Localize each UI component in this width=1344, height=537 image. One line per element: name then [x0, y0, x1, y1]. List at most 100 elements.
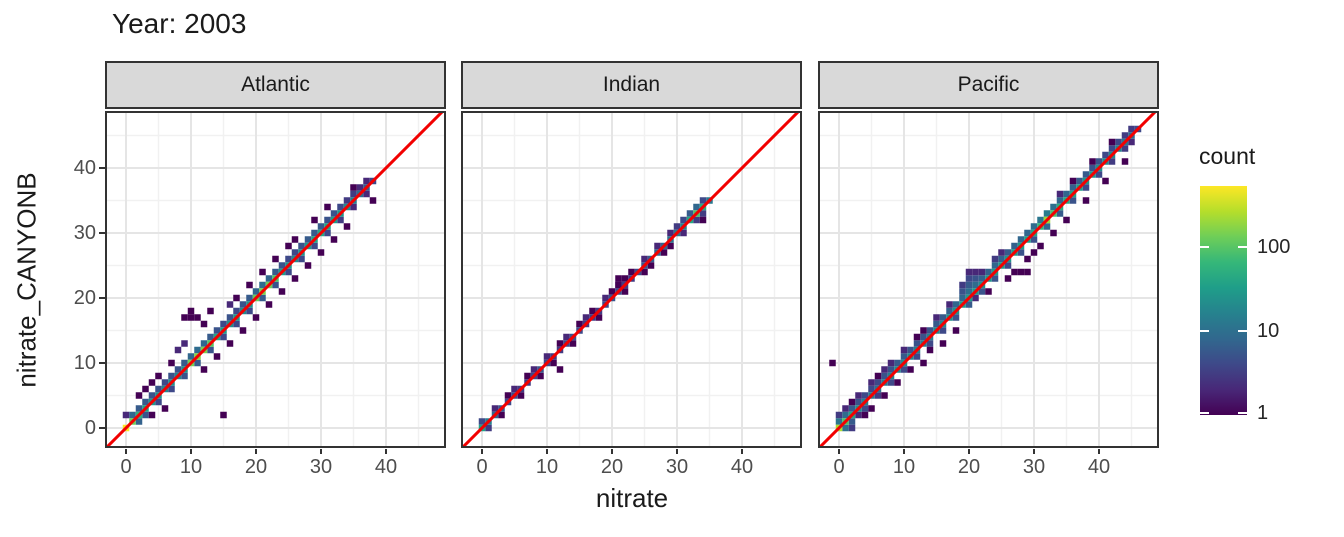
bin-rect — [1069, 197, 1077, 204]
bin-rect — [135, 392, 143, 399]
bin-rect — [959, 281, 966, 289]
x-axis-tick — [190, 449, 192, 454]
colorbar-tick — [1238, 412, 1247, 414]
bin-rect — [913, 333, 921, 341]
bin-rect — [129, 411, 136, 419]
x-axis-tick — [385, 449, 387, 454]
colorbar-tick — [1200, 329, 1209, 332]
bin-rect — [874, 392, 882, 399]
bin-rect — [939, 314, 947, 321]
identity-reference-line — [105, 111, 446, 448]
x-axis-tick — [320, 449, 322, 454]
bin-rect — [1063, 190, 1070, 198]
bin-rect — [1004, 275, 1012, 282]
bin-rect — [855, 392, 862, 399]
bin-rect — [161, 405, 169, 412]
x-tick-label: 0 — [476, 456, 488, 478]
bin-rect — [907, 366, 914, 373]
x-tick-label: 10 — [892, 456, 916, 478]
x-axis-tick — [125, 449, 127, 454]
bin-rect — [1121, 132, 1129, 139]
bin-rect — [324, 216, 331, 224]
bin-rect — [563, 333, 570, 341]
bin-rect — [246, 294, 253, 302]
bin-rect — [122, 411, 130, 419]
bin-rect — [1076, 177, 1083, 185]
facet-panel-pacific — [818, 111, 1159, 448]
bin-rect — [874, 379, 882, 386]
legend-colorbar — [1200, 186, 1247, 415]
bin-rect — [350, 203, 357, 211]
facet-strip-label: Pacific — [957, 73, 1020, 96]
bin-rect — [641, 255, 648, 263]
panel-border — [461, 111, 802, 448]
y-tick-label: 0 — [84, 417, 96, 439]
x-tick-label: 40 — [374, 456, 398, 478]
bin-rect — [491, 405, 499, 412]
x-axis-tick — [903, 449, 905, 454]
bin-rect — [1089, 164, 1096, 172]
bin-rect — [926, 346, 934, 354]
bin-rect — [187, 353, 195, 360]
bin-rect — [135, 405, 143, 412]
bin-rect — [939, 340, 947, 347]
bin-rect — [907, 346, 914, 354]
bin-rect — [1128, 138, 1135, 146]
bin-rect — [543, 353, 551, 360]
bin-rect — [1024, 229, 1031, 237]
bin-rect — [1037, 216, 1044, 224]
bin-rect — [972, 268, 979, 276]
bin-rect — [855, 411, 862, 419]
bin-rect — [602, 294, 609, 302]
bin-rect — [965, 268, 973, 276]
bin-rect — [959, 288, 966, 295]
bin-rect — [350, 184, 357, 191]
bin-rect — [155, 398, 162, 406]
bin-rect — [317, 249, 325, 256]
bin-rect — [1050, 229, 1057, 237]
bin-rect — [135, 418, 143, 425]
x-tick-label: 20 — [957, 456, 981, 478]
bin-rect — [589, 307, 596, 315]
bin-rect — [1011, 242, 1018, 250]
bin-rect — [259, 294, 266, 302]
legend-tick-label: 10 — [1257, 319, 1280, 342]
bin-rect — [239, 327, 247, 334]
bin-rect — [582, 314, 590, 321]
bin-rect — [1082, 184, 1090, 191]
bin-rect — [881, 366, 888, 373]
bin-rect — [991, 262, 999, 269]
x-axis-tick — [1033, 449, 1035, 454]
x-tick-label: 10 — [179, 456, 203, 478]
bin-rect — [842, 411, 849, 419]
bin-rect — [161, 379, 169, 386]
bin-rect — [226, 301, 234, 308]
bin-rect — [155, 372, 162, 380]
bin-rect — [517, 392, 525, 399]
bin-rect — [673, 223, 681, 230]
bin-rect — [699, 210, 707, 217]
bin-rect — [1017, 249, 1025, 256]
bin-rect — [848, 418, 856, 425]
bin-rect — [615, 275, 622, 282]
bin-rect — [278, 262, 286, 269]
facet-strip-atlantic: Atlantic — [105, 61, 446, 109]
bin-rect — [608, 288, 616, 295]
x-axis-tick — [838, 449, 840, 454]
bin-rect — [874, 372, 882, 380]
bin-rect — [946, 301, 953, 308]
bin-rect — [233, 307, 240, 315]
y-axis-tick — [99, 427, 105, 429]
bin-rect — [187, 307, 195, 315]
bin-rect — [207, 346, 214, 354]
x-axis-tick — [255, 449, 257, 454]
bin-rect — [291, 275, 299, 282]
plot-title: Year: 2003 — [112, 8, 247, 39]
bin-rect — [1004, 262, 1012, 269]
bin-rect — [142, 411, 149, 419]
bin-rect — [330, 210, 338, 217]
bin-rect — [965, 281, 973, 289]
bin-rect — [485, 424, 492, 432]
bin-rect — [1121, 145, 1129, 152]
bin-rect — [550, 359, 557, 367]
